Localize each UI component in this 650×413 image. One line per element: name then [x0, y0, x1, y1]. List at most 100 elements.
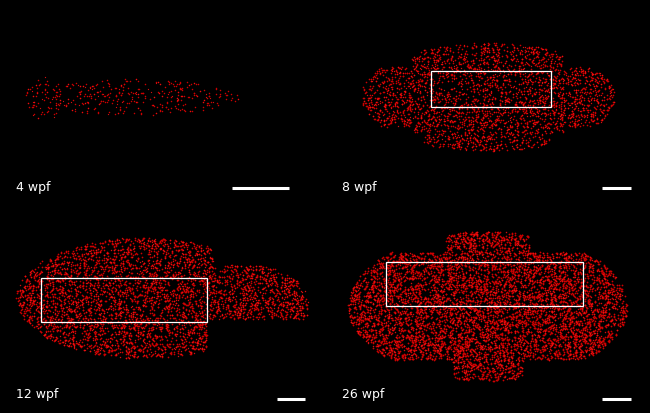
Point	[469, 240, 479, 246]
Point	[579, 112, 590, 119]
Point	[64, 343, 74, 349]
Point	[467, 79, 478, 85]
Point	[196, 274, 206, 280]
Point	[399, 297, 410, 304]
Point	[267, 286, 278, 293]
Point	[257, 294, 267, 301]
Point	[188, 327, 198, 334]
Point	[405, 102, 415, 108]
Point	[452, 143, 462, 150]
Point	[506, 48, 517, 55]
Point	[64, 278, 75, 284]
Point	[153, 79, 163, 86]
Point	[385, 250, 395, 257]
Point	[291, 297, 302, 303]
Point	[552, 118, 562, 125]
Point	[396, 265, 407, 271]
Point	[483, 327, 493, 333]
Point	[500, 287, 510, 293]
Point	[513, 373, 523, 380]
Point	[562, 100, 573, 107]
Point	[360, 315, 370, 322]
Point	[506, 288, 517, 294]
Point	[549, 314, 559, 320]
Point	[499, 320, 509, 327]
Point	[486, 133, 496, 140]
Point	[604, 270, 614, 277]
Point	[75, 244, 86, 250]
Point	[60, 338, 70, 345]
Point	[393, 309, 403, 315]
Point	[361, 279, 371, 285]
Point	[614, 291, 625, 297]
Point	[272, 286, 282, 293]
Point	[480, 93, 491, 100]
Point	[471, 362, 481, 368]
Point	[556, 62, 567, 69]
Point	[391, 67, 401, 74]
Point	[609, 292, 619, 299]
Point	[53, 105, 63, 112]
Point	[599, 339, 610, 346]
Point	[550, 317, 560, 324]
Point	[528, 267, 538, 273]
Point	[167, 312, 177, 318]
Point	[508, 138, 519, 144]
Point	[478, 144, 489, 151]
Point	[478, 314, 488, 320]
Point	[462, 297, 473, 304]
Point	[379, 334, 389, 341]
Point	[562, 306, 573, 313]
Point	[488, 53, 498, 59]
Point	[24, 278, 34, 284]
Point	[497, 316, 507, 323]
Point	[295, 296, 306, 303]
Point	[585, 330, 595, 337]
Point	[148, 102, 158, 109]
Point	[572, 118, 582, 124]
Point	[188, 263, 199, 269]
Point	[472, 230, 482, 237]
Point	[462, 86, 472, 93]
Point	[369, 323, 379, 330]
Point	[161, 323, 172, 330]
Point	[165, 259, 176, 266]
Point	[590, 110, 601, 116]
Point	[86, 318, 96, 325]
Point	[374, 90, 385, 97]
Point	[86, 318, 96, 325]
Point	[181, 292, 192, 299]
Point	[373, 117, 384, 123]
Point	[610, 274, 621, 280]
Point	[603, 280, 613, 286]
Point	[380, 304, 391, 310]
Point	[111, 241, 121, 248]
Point	[585, 338, 595, 344]
Point	[107, 342, 117, 348]
Point	[502, 262, 513, 268]
Point	[168, 288, 179, 294]
Point	[137, 237, 148, 244]
Point	[510, 304, 520, 311]
Point	[403, 122, 413, 128]
Point	[451, 96, 462, 102]
Point	[493, 332, 504, 338]
Point	[232, 313, 242, 320]
Point	[569, 320, 579, 326]
Point	[593, 290, 604, 297]
Point	[385, 265, 395, 272]
Point	[387, 273, 398, 279]
Point	[370, 275, 380, 281]
Point	[122, 306, 132, 313]
Point	[425, 340, 436, 347]
Point	[267, 299, 278, 305]
Point	[463, 337, 474, 344]
Point	[476, 122, 486, 128]
Point	[504, 368, 515, 375]
Point	[522, 233, 532, 240]
Point	[575, 353, 586, 359]
Point	[537, 254, 547, 261]
Point	[108, 97, 118, 104]
Point	[525, 275, 535, 282]
Point	[472, 229, 482, 236]
